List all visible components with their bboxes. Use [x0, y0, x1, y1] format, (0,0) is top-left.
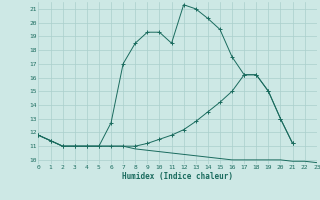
X-axis label: Humidex (Indice chaleur): Humidex (Indice chaleur) [122, 172, 233, 181]
